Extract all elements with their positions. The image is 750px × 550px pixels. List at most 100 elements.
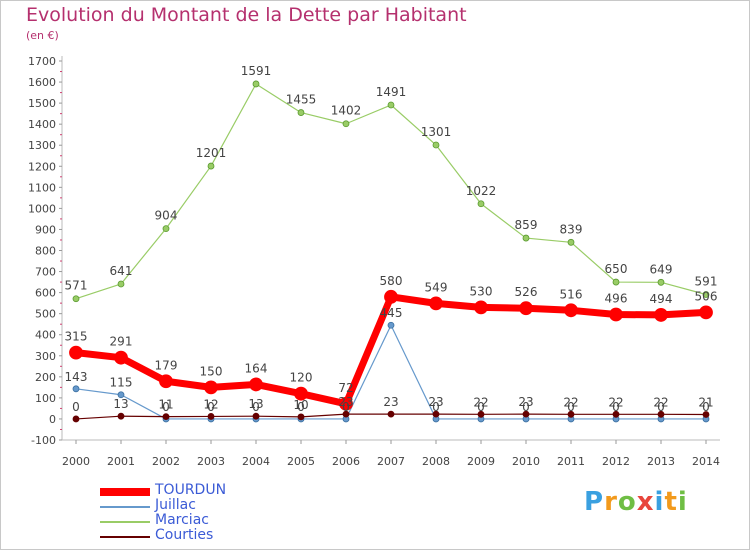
y-tick-label: 1500 [28,97,56,110]
data-point [387,101,395,109]
y-tick-label: 400 [35,329,56,342]
legend-swatch [100,536,150,538]
data-point [477,410,485,418]
y-tick-label: -100 [31,434,56,447]
data-label: 0 [657,400,665,414]
data-label: 0 [252,400,260,414]
legend-label: Courties [155,527,214,543]
data-point [474,300,488,315]
data-label: 13 [248,397,263,411]
data-point [564,303,578,318]
data-label: 164 [245,361,268,375]
data-point [429,296,443,311]
data-point [657,410,665,418]
data-label: 530 [470,284,493,298]
x-tick-label: 2009 [467,455,495,468]
data-point [162,225,170,233]
legend-label: Juillac [155,497,196,513]
data-point [567,238,575,246]
data-point [609,307,623,322]
data-label: 22 [473,395,488,409]
y-tick-label: 500 [35,308,56,321]
y-tick-label: 300 [35,350,56,363]
x-tick-label: 2001 [107,455,135,468]
data-point [162,413,170,421]
data-label: 1455 [286,93,317,107]
x-tick-label: 2003 [197,455,225,468]
data-label: 571 [65,279,88,293]
y-tick-label: 1300 [28,139,56,152]
y-tick-label: 700 [35,266,56,279]
data-label: 143 [65,370,88,384]
data-label: 1201 [196,146,227,160]
data-label: 591 [695,275,718,289]
data-label: 115 [110,376,133,390]
data-label: 506 [695,289,718,303]
legend-swatch [100,506,150,508]
data-label: 0 [522,400,530,414]
data-label: 13 [113,397,128,411]
data-label: 120 [290,371,313,385]
logo-letter: i [654,487,665,517]
data-point [204,380,218,395]
data-point [207,162,215,170]
x-tick-label: 2004 [242,455,270,468]
data-label: 72 [338,381,353,395]
data-point [252,412,260,420]
data-point [297,413,305,421]
data-point [294,386,308,401]
data-point [342,120,350,128]
data-label: 0 [477,400,485,414]
data-point [114,350,128,365]
data-label: 641 [110,264,133,278]
x-tick-label: 2006 [332,455,360,468]
data-label: 649 [650,262,673,276]
data-label: 496 [605,292,628,306]
data-label: 10 [293,398,308,412]
data-label: 22 [608,395,623,409]
data-point [702,291,710,298]
data-point [384,289,398,304]
data-point [159,374,173,389]
x-tick-label: 2010 [512,455,540,468]
data-label: 445 [380,306,403,320]
data-point [117,412,125,420]
data-label: 0 [72,400,80,414]
data-label: 650 [605,262,628,276]
data-label: 21 [698,396,713,410]
data-label: 23 [383,395,398,409]
data-point [342,410,350,418]
data-point [249,377,263,392]
x-tick-label: 2000 [62,455,90,468]
data-point [72,385,80,393]
data-point [612,278,620,286]
x-tick-label: 2012 [602,455,630,468]
data-point [72,295,80,303]
data-label: 291 [110,335,133,349]
x-tick-label: 2007 [377,455,405,468]
data-point [117,280,125,288]
x-tick-label: 2013 [647,455,675,468]
data-label: 0 [162,400,170,414]
y-tick-label: 1600 [28,76,56,89]
data-label: 12 [203,397,218,411]
data-label: 1301 [421,125,452,139]
y-tick-label: 1400 [28,118,56,131]
data-point [72,415,80,423]
logo-letter: i [677,487,688,517]
data-label: 23 [428,395,443,409]
chart-subtitle: (en €) [26,29,59,42]
legend-label: Marciac [155,512,209,528]
data-label: 0 [432,400,440,414]
x-tick-label: 2008 [422,455,450,468]
data-point [69,345,83,360]
legend-swatch [100,488,150,496]
data-point [207,413,215,420]
logo-letter: r [604,487,618,517]
data-label: 1591 [241,64,272,78]
data-label: 0 [207,400,215,414]
y-tick-label: 600 [35,287,56,300]
data-point [117,391,125,399]
data-point [612,410,620,418]
data-point [339,396,353,411]
